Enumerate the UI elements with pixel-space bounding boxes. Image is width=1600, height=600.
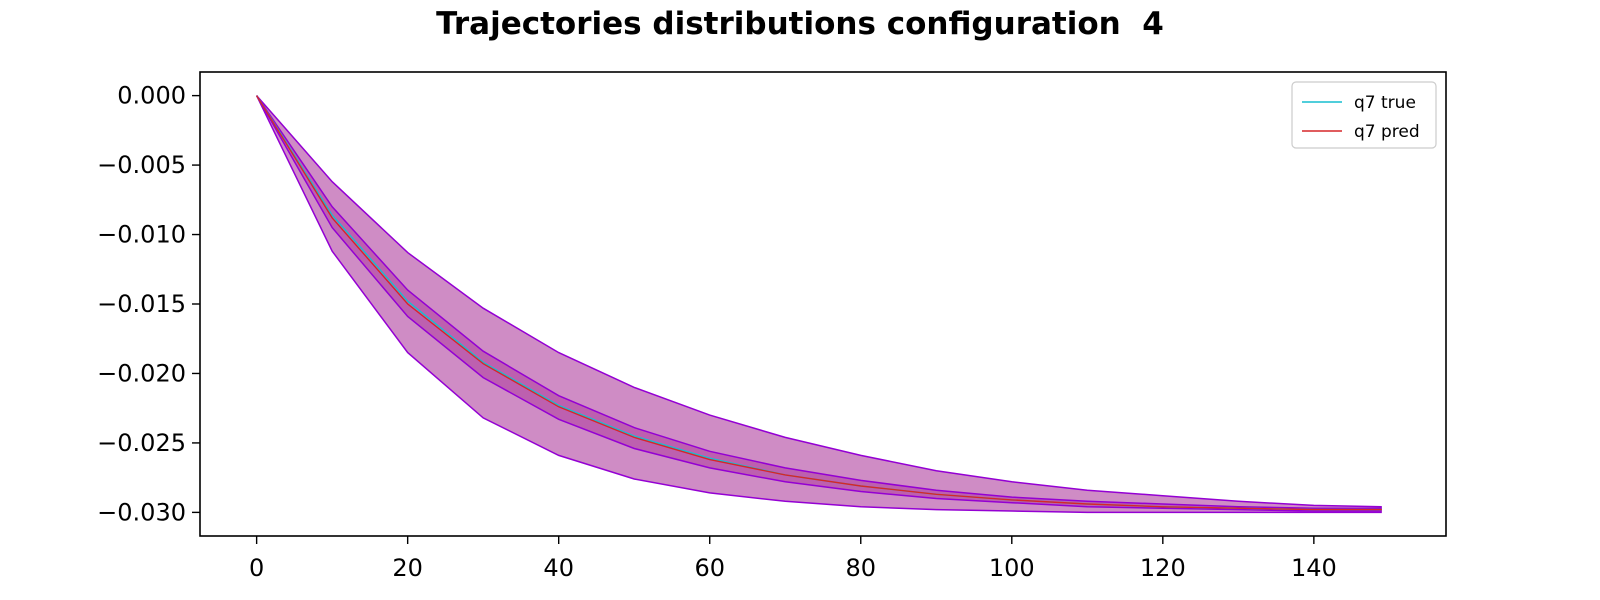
y-tick-label: −0.020 bbox=[97, 359, 186, 387]
x-tick-label: 60 bbox=[694, 554, 725, 582]
confidence-bands bbox=[255, 95, 1382, 514]
band-2-upper-edge bbox=[255, 95, 1382, 509]
y-axis: 0.000 −0.005 −0.010 −0.015 −0.020 −0.025 −0.03… bbox=[97, 82, 200, 526]
y-tick-label: 0.000 bbox=[117, 82, 186, 110]
x-axis: 0 20 40 60 80 100 120 140 bbox=[249, 536, 1337, 582]
y-tick-label: −0.010 bbox=[97, 221, 186, 249]
y-tick-label: −0.015 bbox=[97, 290, 186, 318]
series-lines bbox=[256, 95, 1382, 511]
legend: q7 true q7 pred bbox=[1291, 81, 1437, 149]
x-tick-label: 140 bbox=[1291, 554, 1337, 582]
band-2-lower-edge bbox=[255, 95, 1382, 512]
y-tick-label: −0.005 bbox=[97, 151, 186, 179]
band-1-upper-edge bbox=[256, 95, 1382, 508]
legend-label-1: q7 true bbox=[1354, 93, 1416, 113]
x-tick-label: 20 bbox=[392, 554, 423, 582]
x-tick-label: 0 bbox=[249, 554, 264, 582]
y-tick-label: −0.025 bbox=[97, 429, 186, 457]
x-tick-label: 80 bbox=[845, 554, 876, 582]
x-tick-label: 120 bbox=[1140, 554, 1186, 582]
legend-label-2: q7 pred bbox=[1354, 122, 1420, 142]
chart-title: Trajectories distributions configuration… bbox=[436, 6, 1164, 42]
band-1-lower-edge bbox=[255, 95, 1382, 514]
x-tick-label: 40 bbox=[543, 554, 574, 582]
y-tick-label: −0.030 bbox=[97, 498, 186, 526]
x-tick-label: 100 bbox=[989, 554, 1035, 582]
series-line-2 bbox=[256, 95, 1382, 511]
